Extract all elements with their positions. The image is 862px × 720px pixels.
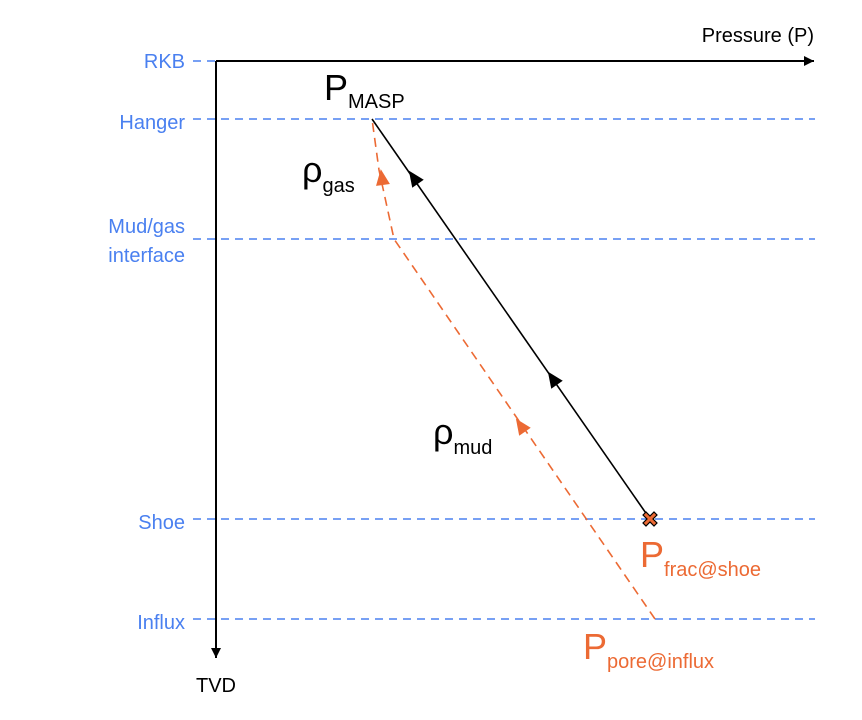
label-p-masp: PMASP — [324, 67, 405, 113]
axes: Pressure (P) TVD — [196, 25, 814, 697]
label-p-frac: Pfrac@shoe — [640, 534, 761, 581]
y-axis-title: TVD — [196, 675, 236, 697]
upward-arrow-icon — [515, 418, 531, 436]
label-interface-line2: interface — [108, 245, 185, 267]
label-rho-gas: ρgas — [302, 149, 355, 197]
label-influx: Influx — [137, 612, 185, 634]
cross-icon — [642, 511, 658, 527]
depth-labels: RKB Hanger Mud/gas interface Shoe Influx — [108, 51, 185, 634]
upward-arrow-icon — [547, 371, 563, 389]
label-interface-line1: Mud/gas — [108, 216, 185, 238]
upward-arrow-icon — [376, 169, 390, 186]
x-axis-title: Pressure (P) — [702, 25, 814, 47]
label-hanger: Hanger — [119, 112, 185, 134]
label-shoe: Shoe — [138, 512, 185, 534]
casing-pressure-line — [371, 118, 651, 520]
depth-lines — [193, 60, 815, 620]
label-rkb: RKB — [144, 51, 185, 73]
wellbore-pressure-line — [371, 118, 656, 620]
label-p-pore: Ppore@influx — [583, 626, 714, 673]
upward-arrow-icon — [408, 170, 424, 188]
label-rho-mud: ρmud — [433, 411, 492, 459]
